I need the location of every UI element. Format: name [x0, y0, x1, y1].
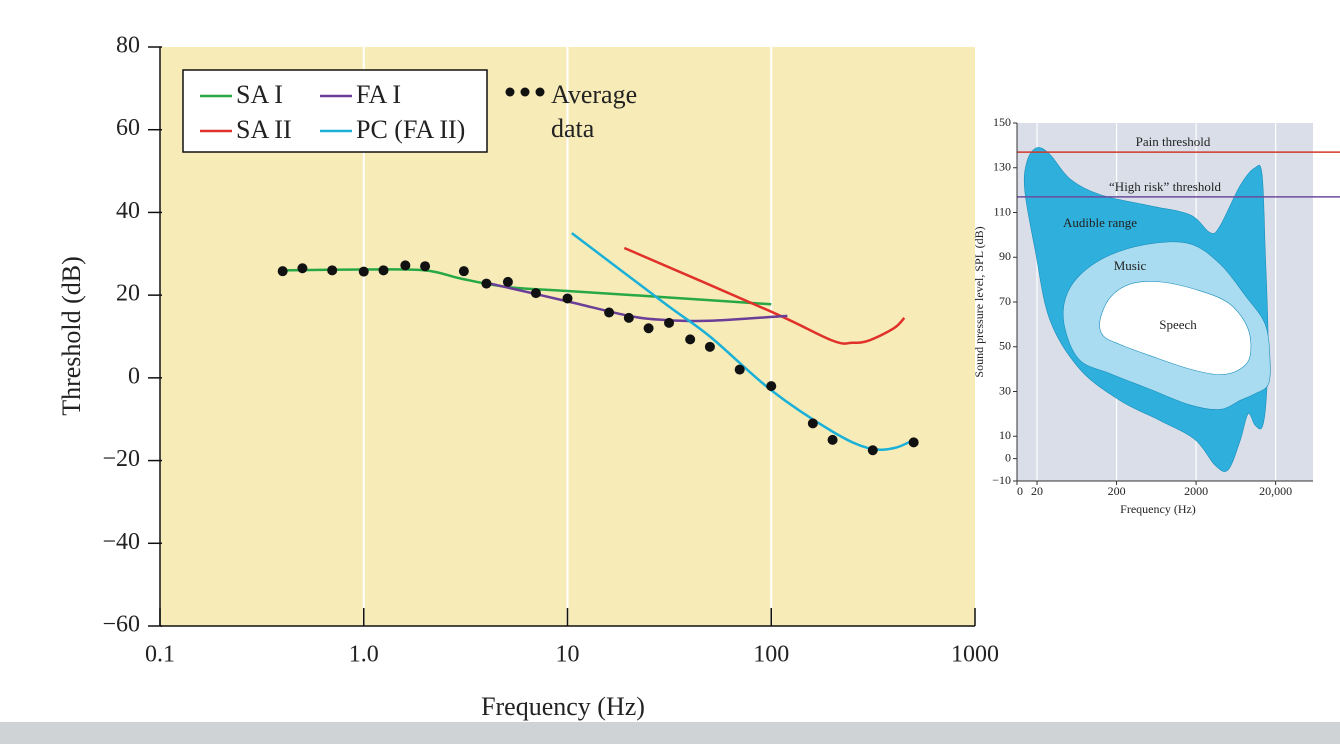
data-point: [400, 260, 411, 271]
data-point: [378, 265, 389, 276]
y-tick-label: 70: [999, 294, 1011, 308]
series-line: [486, 281, 788, 323]
y-tick-label: 40: [116, 198, 140, 224]
x-tick-label: 1.0: [349, 642, 379, 668]
series-line: [623, 246, 906, 345]
x-tick-label: 200: [1108, 484, 1126, 498]
legend-label: SA I: [236, 80, 283, 109]
legend-label: FA I: [356, 80, 401, 109]
y-tick-label: 30: [999, 383, 1011, 397]
y-tick-label: −20: [102, 446, 140, 472]
data-point: [734, 364, 745, 375]
x-tick-label: 20: [1031, 484, 1043, 498]
data-point: [481, 278, 492, 289]
y-tick-label: 0: [1005, 450, 1011, 464]
main-chart: 0.1 1.0 10 100 1000 −60 −40 −20 0 20 40 60 80 Frequen…: [57, 33, 999, 721]
data-point: [867, 445, 878, 456]
data-point: [685, 334, 696, 345]
legend-marker: [505, 87, 515, 97]
y-tick-label: 130: [993, 160, 1011, 174]
threshold-label: “High risk” threshold: [1109, 179, 1221, 194]
data-point: [420, 261, 431, 272]
y-axis-label: Sound pressure level, SPL (dB): [972, 226, 986, 377]
legend-marker: [535, 87, 545, 97]
data-point: [562, 293, 573, 304]
series-line: [571, 232, 915, 451]
threshold-label: Pain threshold: [1136, 134, 1211, 149]
data-point: [643, 323, 654, 334]
y-tick-label: 60: [116, 115, 140, 141]
legend-item: Average data: [551, 80, 638, 143]
y-tick-label: −10: [992, 473, 1011, 487]
y-tick-label: −60: [102, 612, 140, 638]
data-point: [908, 437, 919, 448]
data-point: [664, 317, 675, 328]
y-tick-label: 50: [999, 339, 1011, 353]
data-point: [827, 434, 838, 445]
legend-label: SA II: [236, 115, 292, 144]
legend-label: Average data: [551, 80, 638, 143]
data-point: [297, 263, 308, 274]
data-point: [704, 341, 715, 352]
legend-label: PC (FA II): [356, 115, 465, 144]
data-point: [623, 312, 634, 323]
x-tick-label: 0.1: [145, 642, 175, 668]
x-tick-label: 0: [1017, 484, 1023, 498]
data-point: [358, 266, 369, 277]
x-tick-label: 100: [753, 642, 789, 668]
y-tick-label: −40: [102, 529, 140, 555]
region-label: Speech: [1159, 317, 1197, 332]
y-tick-label: 90: [999, 249, 1011, 263]
y-tick-label: 110: [993, 204, 1011, 218]
bottom-bar: [0, 722, 1340, 744]
x-axis-label: Frequency (Hz): [481, 692, 645, 721]
region: [1099, 281, 1252, 376]
data-point: [502, 276, 513, 287]
data-point: [327, 265, 338, 276]
x-tick-label: 10: [556, 642, 580, 668]
region-label: Audible range: [1063, 215, 1137, 230]
data-point: [807, 418, 818, 429]
region-label: Music: [1114, 258, 1147, 273]
data-point: [604, 307, 615, 318]
x-axis-label: Frequency (Hz): [1120, 502, 1196, 516]
data-point: [277, 266, 288, 277]
x-tick-label: 1000: [951, 642, 999, 668]
data-point: [458, 266, 469, 277]
y-axis-label: Threshold (dB): [57, 256, 86, 416]
y-tick-label: 80: [116, 33, 140, 59]
x-tick-label: 2000: [1184, 484, 1208, 498]
legend-marker: [520, 87, 530, 97]
y-tick-label: 150: [993, 115, 1011, 129]
data-point: [766, 381, 777, 392]
x-tick-label: 20,000: [1259, 484, 1292, 498]
y-tick-label: 0: [128, 363, 140, 389]
y-tick-label: 10: [999, 428, 1011, 442]
y-tick-label: 20: [116, 281, 140, 307]
data-point: [530, 288, 541, 299]
inset-chart: 0 20 200 2000 20,000 Audible range Music Speech…: [972, 115, 1340, 516]
legend-box: [182, 69, 488, 153]
